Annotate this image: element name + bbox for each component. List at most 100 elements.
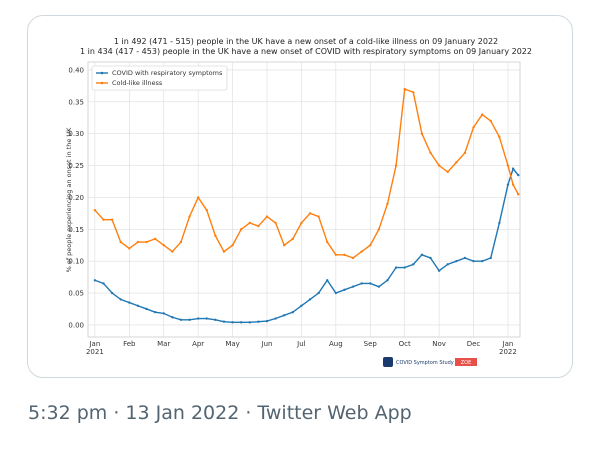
- y-tick-label: 0.00: [68, 321, 84, 329]
- y-tick-label: 0.30: [68, 130, 84, 138]
- data-point: [300, 304, 303, 307]
- data-point: [171, 250, 174, 253]
- data-point: [437, 269, 441, 272]
- data-point: [188, 318, 191, 321]
- data-point: [326, 279, 329, 282]
- data-point: [317, 291, 320, 295]
- x-tick-label: Nov: [432, 340, 446, 348]
- chart-title: 1 in 492 (471 - 515) people in the UK ha…: [114, 37, 498, 46]
- data-point: [93, 208, 97, 212]
- data-point: [343, 253, 346, 256]
- data-point: [480, 259, 484, 263]
- tweet-timestamp[interactable]: 5:32 pm · 13 Jan 2022 · Twitter Web App: [28, 402, 412, 424]
- media-card[interactable]: [27, 15, 573, 378]
- data-point: [360, 282, 363, 285]
- legend-marker: [100, 81, 104, 85]
- y-tick-label: 0.15: [68, 226, 84, 234]
- plot-area: [87, 61, 521, 338]
- x-tick-label: Jun: [261, 340, 273, 348]
- data-point: [360, 250, 363, 253]
- data-point: [110, 291, 114, 295]
- y-tick-label: 0.20: [68, 194, 84, 202]
- chart-subtitle: 1 in 434 (417 - 453) people in the UK ha…: [80, 47, 532, 56]
- data-point: [386, 202, 389, 206]
- y-tick-label: 0.35: [68, 98, 84, 106]
- data-point: [257, 320, 260, 323]
- data-point: [446, 170, 449, 174]
- data-point: [463, 256, 467, 260]
- data-point: [420, 132, 424, 135]
- data-point: [403, 266, 406, 269]
- x-tick-label: Sep: [363, 340, 377, 348]
- data-point: [128, 301, 131, 304]
- data-point: [291, 310, 295, 314]
- data-point: [196, 317, 200, 320]
- data-point: [369, 244, 372, 247]
- data-point: [506, 164, 510, 167]
- data-point: [511, 183, 515, 186]
- data-point: [196, 196, 200, 199]
- data-point: [222, 250, 226, 253]
- data-point: [239, 321, 243, 324]
- data-point: [517, 173, 520, 177]
- data-point: [463, 151, 467, 155]
- y-tick-label: 0.10: [68, 258, 84, 266]
- legend-label: COVID with respiratory symptoms: [112, 69, 223, 77]
- data-point: [489, 119, 492, 123]
- data-point: [153, 310, 157, 314]
- x-tick-label: Feb: [123, 340, 136, 348]
- x-tick-label: Aug: [328, 340, 343, 348]
- data-point: [351, 256, 355, 260]
- data-point: [231, 321, 234, 324]
- data-point: [153, 237, 157, 241]
- data-point: [119, 240, 122, 244]
- data-point: [498, 135, 501, 139]
- x-tick-label: Jan 2022: [499, 340, 517, 356]
- data-point: [429, 256, 432, 260]
- data-point: [308, 212, 312, 215]
- data-point: [498, 221, 501, 225]
- data-point: [472, 259, 475, 263]
- data-point: [136, 304, 140, 307]
- legend-label: Cold-like illness: [112, 79, 163, 87]
- data-point: [188, 215, 191, 218]
- data-point: [102, 218, 105, 221]
- data-point: [317, 215, 320, 218]
- legend-box: [91, 65, 228, 91]
- logo-badge: [455, 358, 477, 366]
- data-point: [403, 87, 406, 91]
- data-point: [308, 298, 312, 301]
- data-point: [274, 317, 277, 320]
- data-point: [455, 161, 458, 164]
- data-point: [455, 259, 458, 263]
- data-point: [248, 221, 251, 225]
- legend-marker: [100, 71, 104, 75]
- data-point: [128, 247, 131, 250]
- y-tick-label: 0.05: [68, 290, 84, 298]
- data-point: [511, 167, 515, 170]
- data-point: [179, 318, 183, 321]
- data-point: [420, 253, 424, 256]
- data-point: [412, 263, 415, 266]
- logo-icon: [383, 357, 393, 367]
- data-point: [446, 263, 449, 266]
- data-point: [300, 221, 303, 225]
- data-point: [412, 91, 415, 94]
- data-point: [343, 288, 346, 292]
- data-point: [506, 183, 510, 186]
- data-point: [377, 228, 381, 231]
- data-point: [93, 279, 97, 282]
- x-tick-label: Jul: [297, 340, 306, 348]
- data-point: [429, 151, 432, 155]
- data-point: [162, 312, 165, 315]
- data-point: [489, 256, 492, 260]
- data-point: [283, 314, 286, 317]
- data-point: [377, 285, 381, 288]
- y-axis-label: % of people experiencing an onset in the…: [65, 127, 73, 273]
- data-point: [102, 282, 105, 285]
- data-point: [162, 244, 165, 247]
- x-tick-label: Apr: [192, 340, 205, 348]
- data-point: [110, 218, 114, 221]
